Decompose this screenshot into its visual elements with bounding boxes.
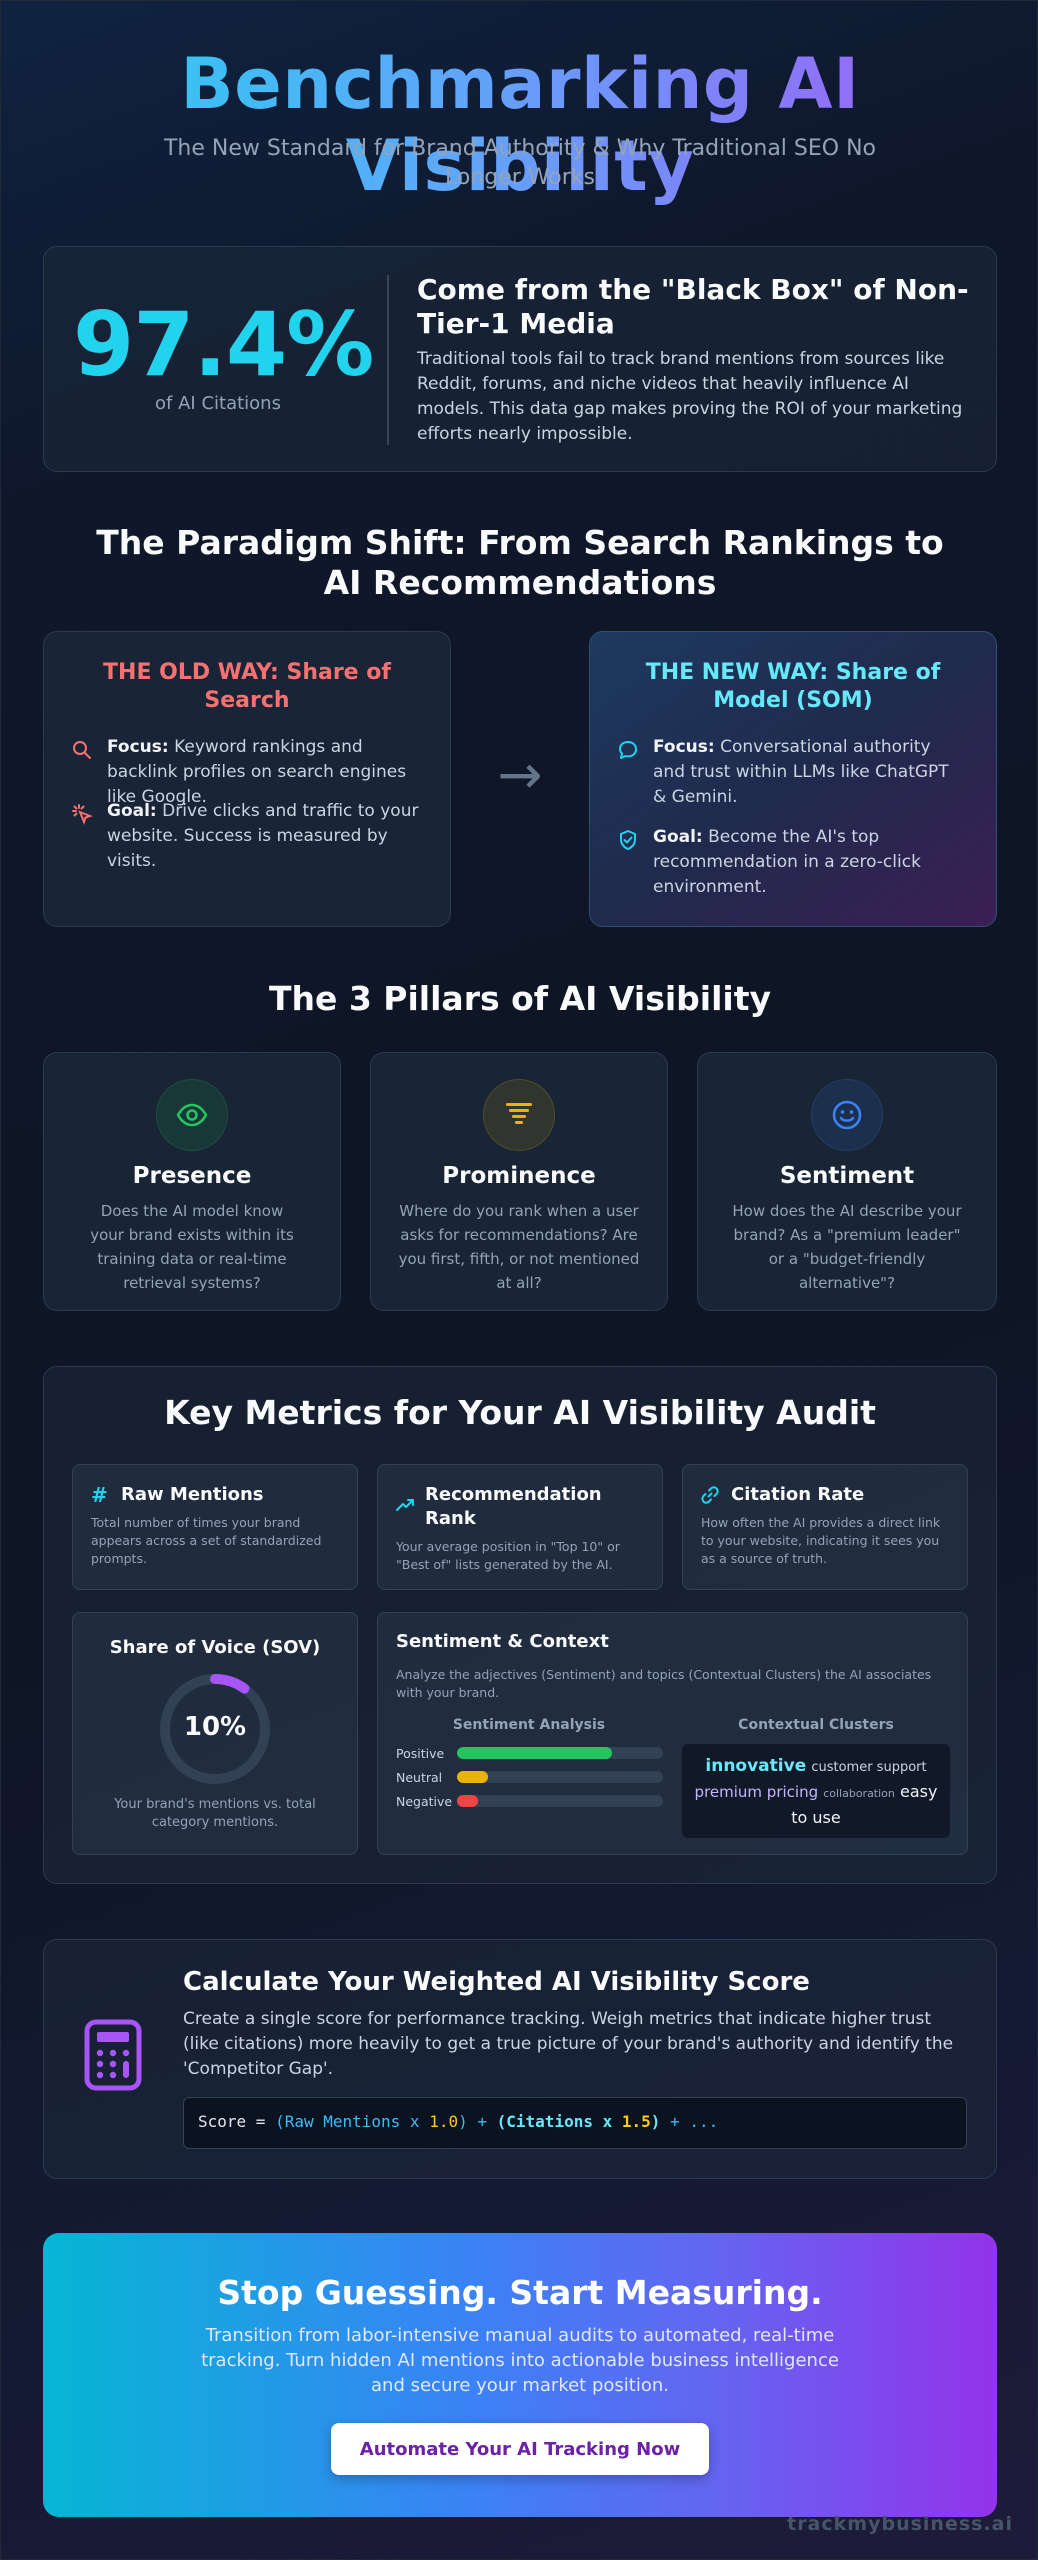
pillars-heading: The 3 Pillars of AI Visibility [268,979,771,1018]
pillar-desc-presence: Does the AI model know your brand exists… [90,1202,294,1292]
pillar-name-presence: Presence [132,1163,252,1189]
sentiment-context-desc: Analyze the adjectives (Sentiment) and t… [396,1667,932,1700]
sov-card [72,1612,358,1855]
calculator-icon [83,2019,143,2095]
metric-card-citation-rate [682,1464,968,1590]
hash-icon: # [91,1483,108,1507]
sov-value: 10% [183,1712,247,1742]
page-subtitle: The New Standard for Brand Authority & W… [163,136,877,190]
metric-desc-raw-mentions: Total number of times your brand appears… [91,1515,322,1566]
page-title: Benchmarking AI Visibility [1,43,1038,207]
old-way-focus: Focus: Keyword rankings and backlink pro… [107,737,407,807]
sentiment-bar-fill [457,1747,612,1759]
search-icon [71,739,93,761]
eye-icon [176,1099,208,1135]
new-way-focus: Focus: Conversational authority and trus… [653,737,949,807]
pillar-icon-bg-presence [156,1079,228,1151]
metric-desc-recommendation-rank: Your average position in "Top 10" or "Be… [396,1539,620,1572]
contextual-clusters-box: innovative customer support premium pric… [682,1744,950,1838]
pillar-name-prominence: Prominence [442,1163,596,1189]
arrow-right-icon: → [497,743,543,806]
metric-title-citation-rate: Citation Rate [731,1484,865,1505]
pillar-desc-prominence: Where do you rank when a user asks for r… [398,1202,640,1292]
funnel-icon [503,1099,535,1135]
sentiment-bar-label: Neutral [396,1770,443,1785]
cta-body: Transition from labor-intensive manual a… [201,2325,839,2396]
metric-title-raw-mentions: Raw Mentions [121,1484,264,1505]
stat-title: Come from the "Black Box" of Non-Tier-1 … [417,273,969,340]
contextual-clusters-title: Contextual Clusters [738,1717,894,1733]
new-way-title: THE NEW WAY: Share of Model (SOM) [645,660,941,713]
cluster-word: premium pricing [694,1783,819,1801]
metric-desc-citation-rate: How often the AI provides a direct link … [701,1515,941,1566]
pillar-icon-bg-sentiment [811,1079,883,1151]
cluster-word: easy to use [791,1782,938,1827]
metric-card-recommendation-rank [377,1464,663,1590]
old-way-card [43,631,451,927]
stat-divider [387,275,389,445]
score-body: Create a single score for performance tr… [183,2009,954,2079]
sov-donut-arc [160,1674,270,1784]
stat-label: of AI Citations [155,393,281,414]
click-icon [71,803,93,825]
footer-brand: trackmybusiness.ai [787,2513,1013,2535]
stat-body: Traditional tools fail to track brand me… [417,349,963,444]
old-way-title: THE OLD WAY: Share of Search [103,660,391,713]
stat-value: 97.4% [73,293,374,396]
metrics-heading: Key Metrics for Your AI Visibility Audit [164,1393,876,1432]
metric-card-raw-mentions [72,1464,358,1590]
cluster-word: customer support [811,1760,927,1775]
new-way-card [589,631,997,927]
old-way-goal: Goal: Drive clicks and traffic to your w… [107,801,419,871]
sov-title: Share of Voice (SOV) [109,1637,321,1658]
cluster-word: innovative [705,1756,807,1776]
chat-bubble-icon [617,739,639,761]
shield-check-icon [617,829,639,851]
pillar-name-sentiment: Sentiment [779,1163,915,1189]
smile-icon [831,1099,863,1135]
link-icon [700,1485,720,1509]
automate-tracking-button[interactable]: Automate Your AI Tracking Now [331,2423,709,2475]
new-way-goal: Goal: Become the AI's top recommendation… [653,827,921,897]
pillar-desc-sentiment: How does the AI describe your brand? As … [732,1202,962,1292]
cluster-word: collaboration [823,1787,895,1800]
score-title: Calculate Your Weighted AI Visibility Sc… [183,1967,810,1997]
sov-desc: Your brand's mentions vs. total category… [114,1797,316,1830]
sentiment-bar-fill [457,1771,488,1783]
sentiment-bar-track [457,1795,663,1807]
sentiment-bar-track [457,1771,663,1783]
sentiment-context-title: Sentiment & Context [396,1631,609,1652]
sentiment-bar-label: Positive [396,1746,445,1761]
paradigm-heading: The Paradigm Shift: From Search Rankings… [96,523,944,602]
score-formula: Score = (Raw Mentions x 1.0) + (Citation… [183,2097,967,2149]
sentiment-bar-label: Negative [396,1794,453,1809]
trend-up-icon [395,1495,415,1519]
sentiment-analysis-title: Sentiment Analysis [452,1717,606,1733]
sov-donut [160,1674,270,1784]
cta-title: Stop Guessing. Start Measuring. [217,2273,823,2312]
metric-title-recommendation-rank: Recommendation Rank [425,1484,602,1529]
stat-card [43,246,997,472]
sentiment-bar-fill [457,1795,478,1807]
